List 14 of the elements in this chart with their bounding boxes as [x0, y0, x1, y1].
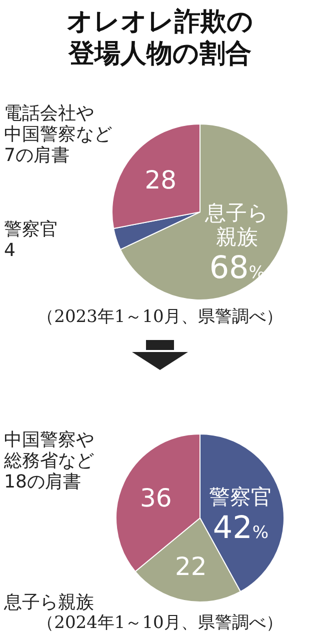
- slice-label: 警察官: [4, 219, 58, 240]
- data-label: 22: [174, 552, 207, 581]
- chart-title: オレオレ詐欺の登場人物の割合: [66, 7, 254, 69]
- slice-label: 息子ら親族: [204, 200, 270, 249]
- data-label: 4: [4, 240, 16, 262]
- data-label: 28: [144, 165, 177, 194]
- text: （2024年1～10月、県警調べ）: [37, 613, 283, 633]
- slice-label: 警察官: [209, 484, 272, 509]
- data-label: 42%: [212, 510, 268, 546]
- slice-label: 息子ら親族: [3, 592, 94, 614]
- slice-label: 中国警察や総務省など18の肩書: [3, 430, 94, 493]
- slice-label: 電話会社や中国警察など7の肩書: [4, 102, 112, 166]
- data-label: 36: [140, 483, 172, 512]
- text: （2023年1～10月、県警調べ）: [37, 307, 283, 327]
